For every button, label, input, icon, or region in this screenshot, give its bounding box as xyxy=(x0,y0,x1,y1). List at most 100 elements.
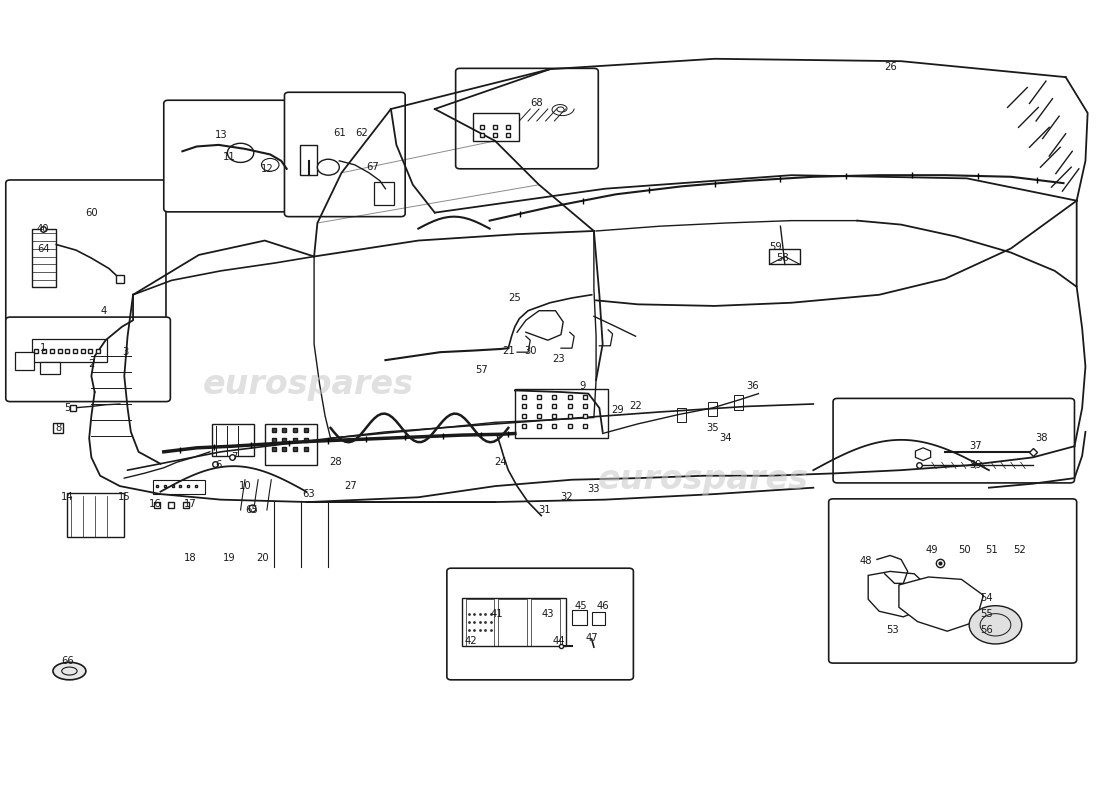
Circle shape xyxy=(969,606,1022,644)
Bar xyxy=(92,306,125,342)
Text: 34: 34 xyxy=(719,434,732,443)
Ellipse shape xyxy=(53,662,86,680)
Bar xyxy=(212,424,254,456)
Text: 43: 43 xyxy=(541,609,554,618)
Text: 31: 31 xyxy=(538,505,551,515)
Bar xyxy=(300,145,318,175)
Bar xyxy=(531,599,560,646)
Text: 28: 28 xyxy=(330,457,342,467)
Text: 52: 52 xyxy=(1013,545,1026,555)
Text: 18: 18 xyxy=(184,553,197,563)
Bar xyxy=(14,352,34,370)
Text: 24: 24 xyxy=(494,457,507,467)
Text: 3: 3 xyxy=(122,347,129,357)
Text: 47: 47 xyxy=(585,633,598,642)
Text: 59: 59 xyxy=(770,242,782,252)
Text: 62: 62 xyxy=(355,128,367,138)
Text: 12: 12 xyxy=(261,164,273,174)
Text: 56: 56 xyxy=(980,625,993,634)
FancyBboxPatch shape xyxy=(6,317,170,402)
Bar xyxy=(67,494,124,537)
Text: 22: 22 xyxy=(629,402,642,411)
Bar xyxy=(515,389,608,438)
Bar xyxy=(374,182,394,205)
Text: 16: 16 xyxy=(148,498,162,509)
Bar xyxy=(592,612,605,625)
Text: 42: 42 xyxy=(464,636,477,646)
Text: 46: 46 xyxy=(596,601,609,610)
Text: 61: 61 xyxy=(333,128,345,138)
Text: 53: 53 xyxy=(886,625,899,634)
Polygon shape xyxy=(868,571,928,617)
Text: 63: 63 xyxy=(302,489,315,499)
Text: 15: 15 xyxy=(118,492,131,502)
Text: 13: 13 xyxy=(214,130,227,139)
Bar xyxy=(265,424,318,466)
Bar xyxy=(153,480,206,494)
Text: 48: 48 xyxy=(860,556,872,566)
Text: 23: 23 xyxy=(552,354,565,363)
Circle shape xyxy=(318,159,339,175)
Text: 10: 10 xyxy=(239,481,251,491)
Text: 19: 19 xyxy=(223,553,236,563)
Text: 40: 40 xyxy=(36,223,50,234)
Text: 54: 54 xyxy=(980,593,993,602)
Bar xyxy=(678,408,686,422)
FancyBboxPatch shape xyxy=(455,68,598,169)
Text: 68: 68 xyxy=(530,98,543,109)
Text: 67: 67 xyxy=(366,162,378,172)
Text: 64: 64 xyxy=(36,243,50,254)
Text: 30: 30 xyxy=(524,346,537,355)
Text: 14: 14 xyxy=(60,492,74,502)
Text: 51: 51 xyxy=(984,545,998,555)
Text: 37: 37 xyxy=(969,442,982,451)
Bar xyxy=(498,599,527,646)
Bar xyxy=(473,113,519,141)
Text: 49: 49 xyxy=(925,545,938,555)
FancyBboxPatch shape xyxy=(164,100,302,212)
Text: 7: 7 xyxy=(231,452,238,462)
Bar xyxy=(32,339,107,362)
Text: 35: 35 xyxy=(706,423,718,433)
Bar xyxy=(32,230,56,286)
Text: 6: 6 xyxy=(216,460,222,470)
Text: 21: 21 xyxy=(502,346,515,355)
Bar xyxy=(572,610,587,625)
Text: 39: 39 xyxy=(969,460,982,470)
Polygon shape xyxy=(899,577,983,631)
Text: 26: 26 xyxy=(883,62,896,72)
Text: 50: 50 xyxy=(958,545,971,555)
Text: 27: 27 xyxy=(344,481,356,491)
Text: 11: 11 xyxy=(223,152,236,162)
Bar xyxy=(708,402,717,416)
Text: 32: 32 xyxy=(560,492,573,502)
Text: 66: 66 xyxy=(60,657,74,666)
Text: 5: 5 xyxy=(64,403,70,413)
Bar xyxy=(769,249,800,265)
FancyBboxPatch shape xyxy=(833,398,1075,483)
Text: 38: 38 xyxy=(1035,434,1048,443)
Text: 1: 1 xyxy=(40,343,46,353)
Text: eurospares: eurospares xyxy=(204,367,414,401)
Text: 58: 58 xyxy=(777,253,789,263)
Bar xyxy=(735,395,744,410)
Text: 44: 44 xyxy=(552,636,565,646)
FancyBboxPatch shape xyxy=(285,92,405,217)
Circle shape xyxy=(262,158,279,171)
Text: eurospares: eurospares xyxy=(598,463,810,496)
FancyBboxPatch shape xyxy=(6,180,166,323)
Text: 20: 20 xyxy=(256,553,268,563)
Bar xyxy=(465,599,494,646)
FancyBboxPatch shape xyxy=(828,499,1077,663)
FancyBboxPatch shape xyxy=(447,568,634,680)
Circle shape xyxy=(228,143,254,162)
Text: 33: 33 xyxy=(587,484,601,494)
Text: 36: 36 xyxy=(747,381,759,390)
Text: 9: 9 xyxy=(580,381,586,390)
Text: 55: 55 xyxy=(980,609,993,618)
Text: 60: 60 xyxy=(85,208,98,218)
Text: 45: 45 xyxy=(574,601,587,610)
Bar xyxy=(40,362,59,374)
Text: 8: 8 xyxy=(55,423,62,433)
Text: 17: 17 xyxy=(184,498,197,509)
